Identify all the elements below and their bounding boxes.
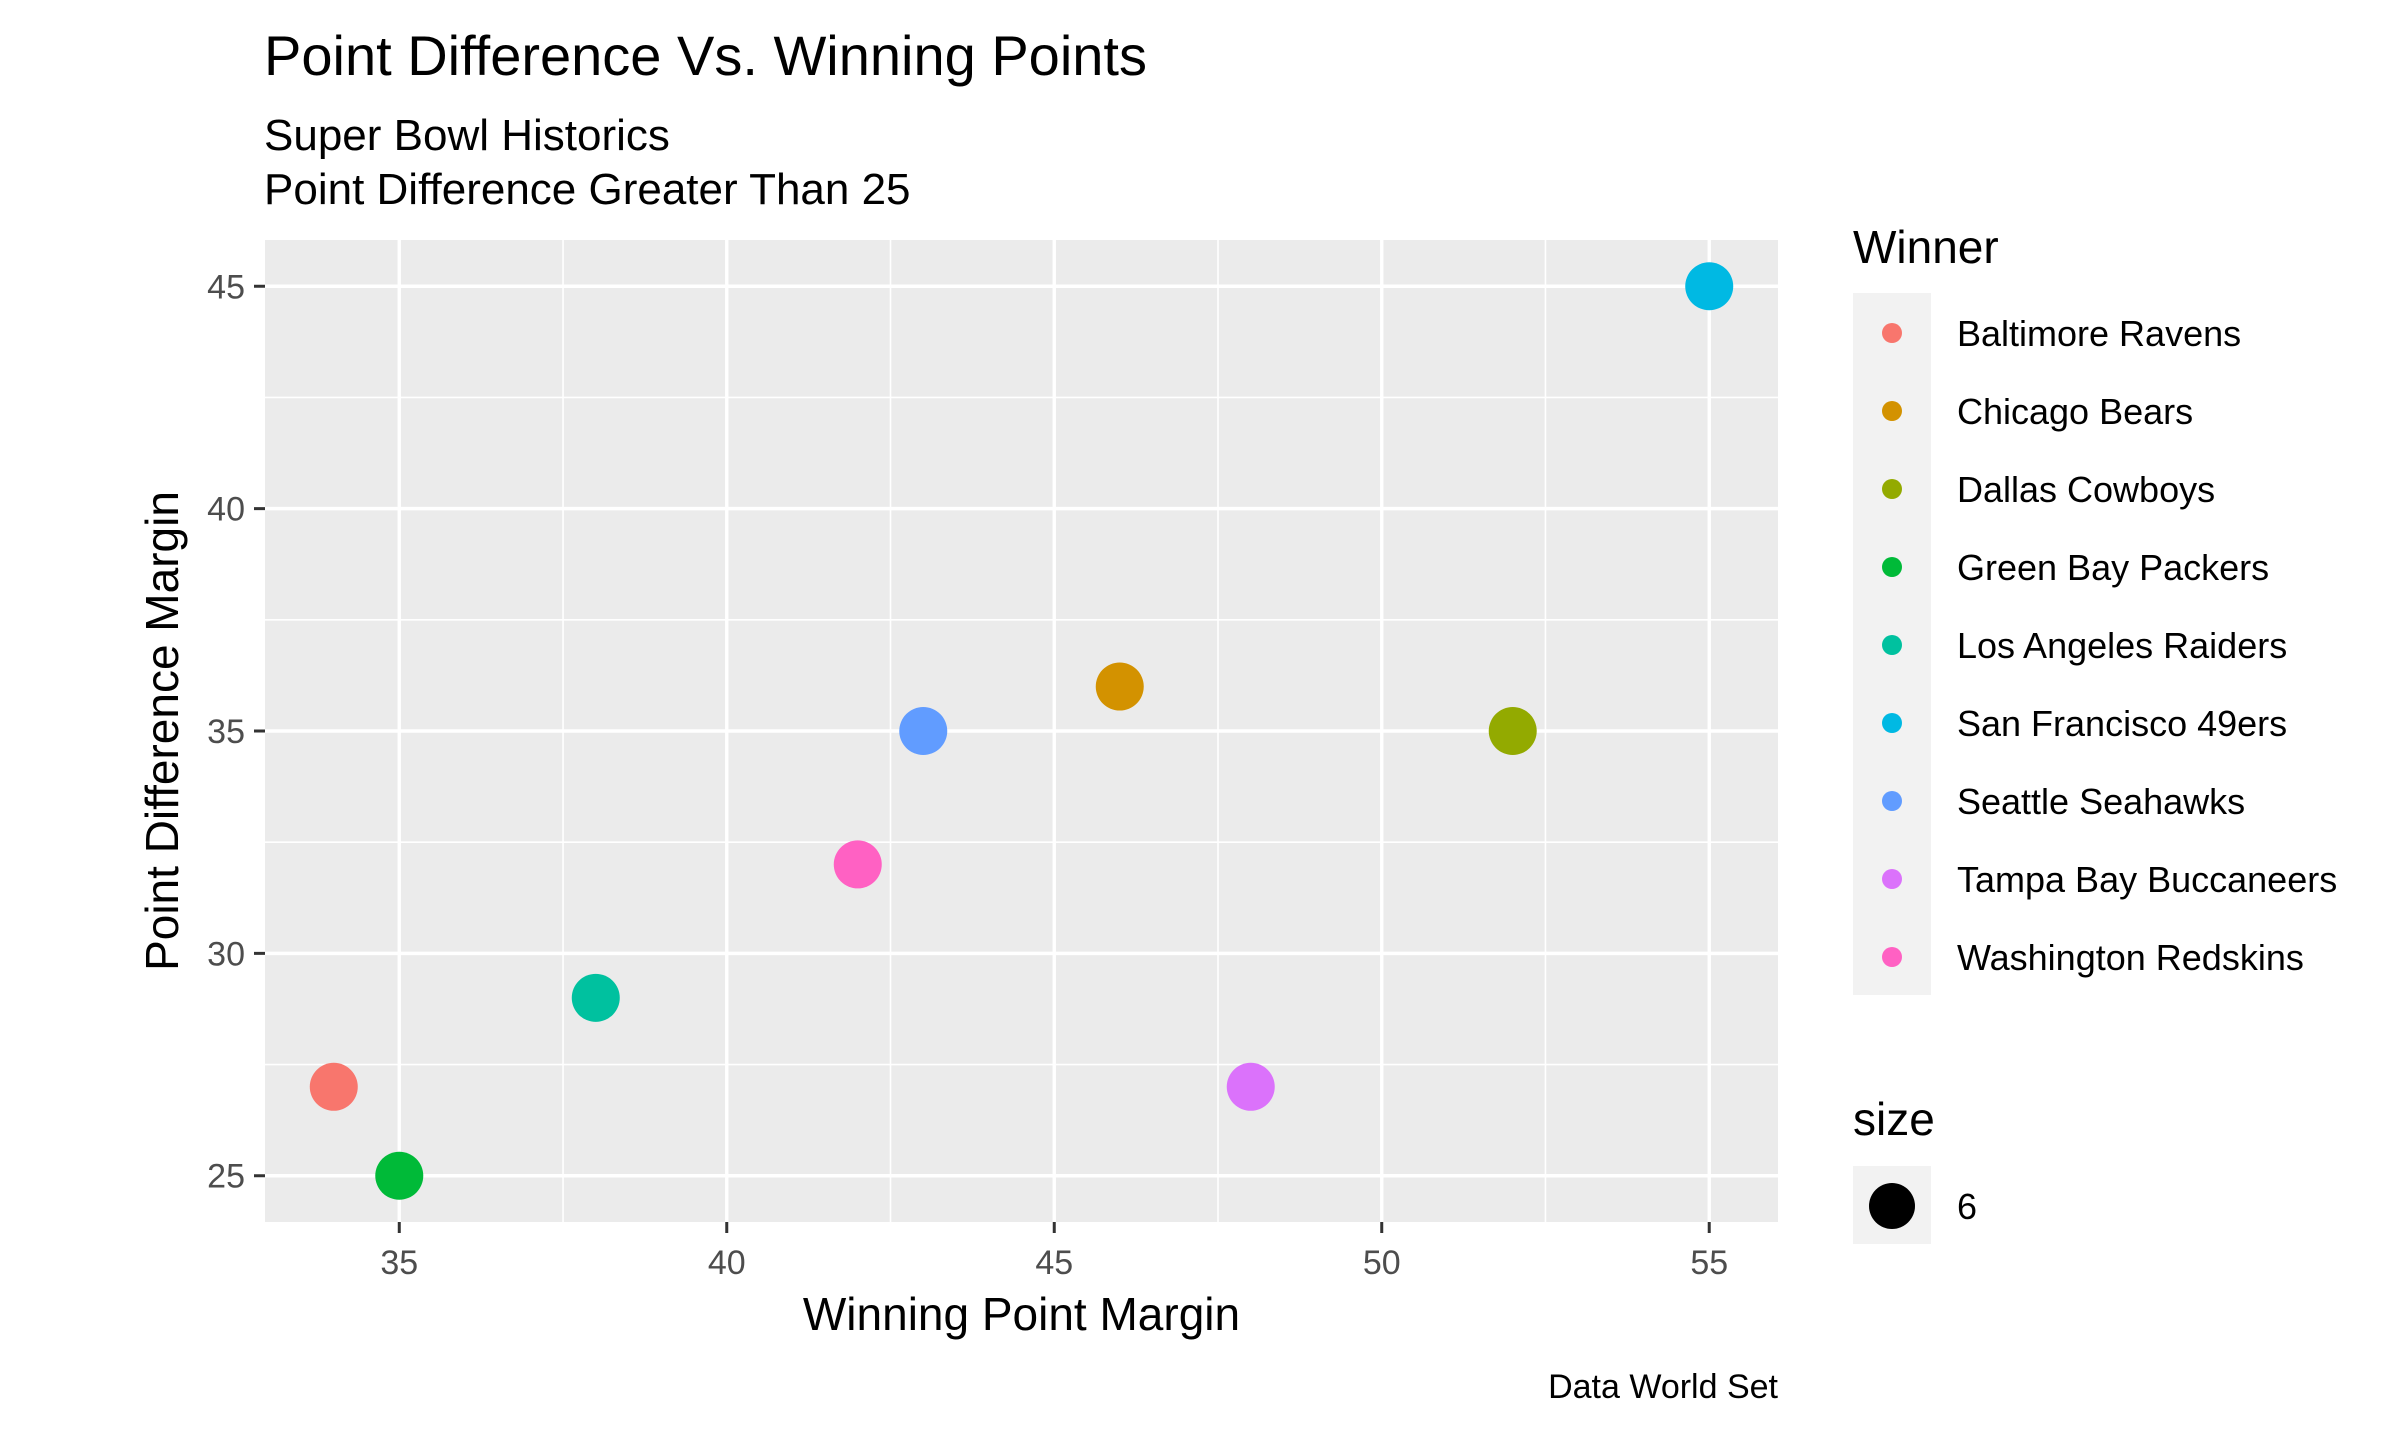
legend-swatch [1882, 401, 1902, 421]
data-point [375, 1151, 424, 1200]
legend-swatch [1882, 713, 1902, 733]
y-axis-tick-labels: 25 30 35 40 45 [207, 268, 245, 1195]
legend-label: Tampa Bay Buccaneers [1957, 859, 2337, 900]
legend-swatch [1882, 947, 1902, 967]
chart-title: Point Difference Vs. Winning Points [264, 24, 1147, 87]
data-point [1095, 662, 1144, 711]
legend-label: Washington Redskins [1957, 937, 2304, 978]
size-legend-label: 6 [1957, 1186, 1977, 1227]
x-tick-label: 40 [708, 1244, 746, 1282]
y-tick-label: 30 [207, 935, 245, 973]
chart-caption: Data World Set [1548, 1368, 1778, 1406]
legend-label: San Francisco 49ers [1957, 703, 2287, 744]
legend-swatch [1882, 479, 1902, 499]
size-legend-swatch [1869, 1183, 1915, 1229]
x-tick-label: 55 [1690, 1244, 1728, 1282]
legend-swatch [1882, 557, 1902, 577]
y-tick-label: 40 [207, 491, 245, 529]
data-point [1685, 262, 1734, 311]
legend-label: Chicago Bears [1957, 391, 2193, 432]
legend-title: Winner [1853, 221, 1999, 273]
data-point [309, 1062, 358, 1111]
x-axis-tick-labels: 35 40 45 50 55 [380, 1244, 1728, 1282]
data-point [899, 707, 948, 755]
chart-subtitle-line-1: Super Bowl Historics [264, 111, 670, 160]
size-legend-title: size [1853, 1093, 1935, 1145]
data-point [571, 973, 620, 1022]
data-point [1488, 707, 1537, 755]
y-tick-label: 45 [207, 268, 245, 306]
x-tick-label: 50 [1363, 1244, 1401, 1282]
legend-swatch [1882, 791, 1902, 811]
major-gridlines [265, 240, 1778, 1222]
data-point [1226, 1062, 1275, 1111]
x-axis-title: Winning Point Margin [803, 1288, 1240, 1340]
legend-label: Green Bay Packers [1957, 547, 2269, 588]
legend: Baltimore Ravens Chicago Bears Dallas Cowb… [1853, 293, 2337, 995]
y-axis-title: Point Difference Margin [136, 491, 188, 971]
legend-label: Seattle Seahawks [1957, 781, 2245, 822]
y-tick-label: 35 [207, 713, 245, 751]
data-points [309, 262, 1734, 1200]
axis-ticks [254, 284, 1711, 1233]
data-point [833, 840, 882, 889]
legend-label: Dallas Cowboys [1957, 469, 2215, 510]
x-tick-label: 45 [1035, 1244, 1073, 1282]
legend-swatch [1882, 635, 1902, 655]
chart-subtitle-line-2: Point Difference Greater Than 25 [264, 165, 911, 214]
size-legend: 6 [1853, 1166, 1977, 1244]
y-tick-label: 25 [207, 1158, 245, 1196]
legend-label: Baltimore Ravens [1957, 313, 2241, 354]
x-tick-label: 35 [380, 1244, 418, 1282]
legend-label: Los Angeles Raiders [1957, 625, 2287, 666]
legend-swatch [1882, 869, 1902, 889]
legend-swatch [1882, 323, 1902, 343]
